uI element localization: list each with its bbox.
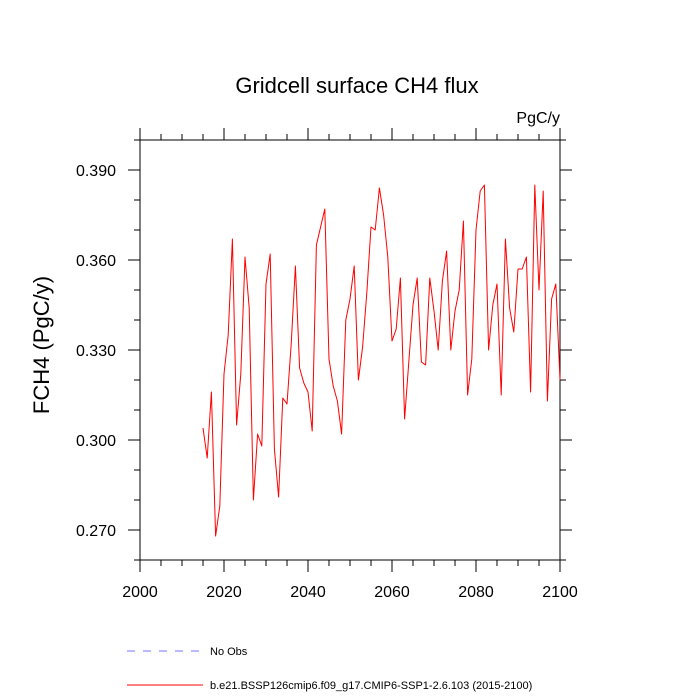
x-tick-label: 2080 [458,584,494,601]
y-axis: 0.270 0.300 0.330 0.360 0.390 [76,139,572,561]
x-tick-label: 2020 [206,584,242,601]
series-layer [202,184,561,537]
x-tick-label: 2060 [374,584,410,601]
x-axis: 2000 2020 2040 2060 2080 2100 [122,128,578,601]
y-tick-label: 0.390 [76,163,116,180]
x-tick-label: 2040 [290,584,326,601]
y-tick-label: 0.300 [76,433,116,450]
plot-frame [139,139,561,561]
units-label: PgC/y [516,110,560,127]
series-line [202,184,561,537]
x-tick-label: 2000 [122,584,158,601]
x-tick-label: 2100 [542,584,578,601]
chart-title: Gridcell surface CH4 flux [235,73,478,98]
y-tick-label: 0.330 [76,343,116,360]
y-tick-label: 0.360 [76,253,116,270]
y-tick-label: 0.270 [76,523,116,540]
legend: No Obs b.e21.BSSP126cmip6.f09_g17.CMIP6-… [127,646,532,692]
legend-label-series: b.e21.BSSP126cmip6.f09_g17.CMIP6-SSP1-2.… [210,680,532,692]
legend-label-no-obs: No Obs [210,646,248,658]
y-axis-label: FCH4 (PgC/y) [29,276,54,414]
